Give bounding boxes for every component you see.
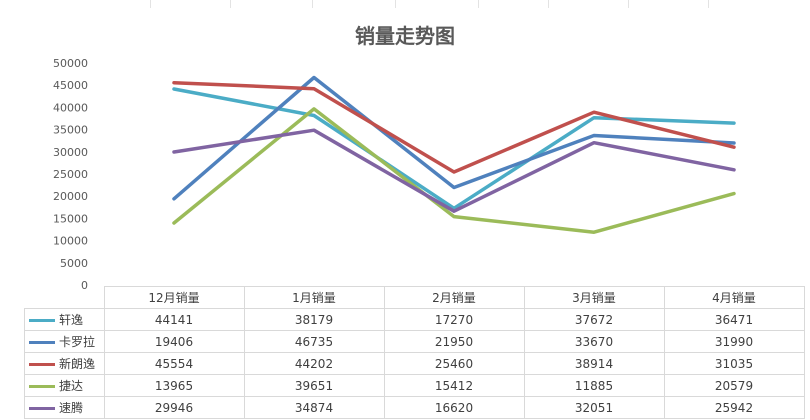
y-tick-label: 50000 [53,57,88,70]
data-value: 17270 [383,308,525,331]
chart-title: 销量走势图 [355,24,455,48]
y-tick-label: 0 [81,279,88,290]
y-tick-label: 5000 [60,257,88,270]
y-tick-label: 25000 [53,168,88,181]
data-value: 44141 [103,308,245,331]
legend-swatch [29,385,55,388]
category-label: 1月销量 [243,286,385,309]
series-line-4 [172,128,736,213]
data-value: 37672 [523,308,665,331]
table-row: 新朗逸 45554 44202 25460 38914 31035 [24,352,805,375]
y-tick-label: 35000 [53,124,88,137]
table-row: 卡罗拉 19406 46735 21950 33670 31990 [24,330,805,353]
table-row: 捷达 13965 39651 15412 11885 20579 [24,374,805,397]
y-tick-label: 15000 [53,212,88,225]
series-name: 新朗逸 [59,357,96,371]
data-value: 46735 [243,330,385,353]
data-value: 38179 [243,308,385,331]
series-line-2 [172,80,736,174]
data-table: 12月销量 1月销量 2月销量 3月销量 4月销量 轩逸 44141 38179 17270 3… [24,286,805,419]
data-value: 16620 [383,396,525,419]
legend-swatch [29,319,55,322]
y-tick-label: 30000 [53,146,88,159]
table-row: 速腾 29946 34874 16620 32051 25942 [24,396,805,419]
legend-swatch [29,341,55,344]
data-value: 38914 [523,352,665,375]
data-value: 39651 [243,374,385,397]
table-corner [24,286,105,309]
data-value: 21950 [383,330,525,353]
data-value: 11885 [523,374,665,397]
y-tick-label: 10000 [53,235,88,248]
series-name: 轩逸 [59,313,84,327]
series-line-3 [172,107,736,234]
plot-area: 5000045000400003500030000250002000015000… [53,57,736,290]
category-label: 2月销量 [383,286,525,309]
data-value: 15412 [383,374,525,397]
data-value: 33670 [523,330,665,353]
series-line-1 [172,75,736,201]
data-value: 45554 [103,352,245,375]
category-label: 3月销量 [523,286,665,309]
data-value: 32051 [523,396,665,419]
legend-entry: 速腾 [24,396,105,419]
series-name: 捷达 [59,379,84,393]
data-value: 13965 [103,374,245,397]
data-value: 29946 [103,396,245,419]
legend-entry: 捷达 [24,374,105,397]
table-row: 轩逸 44141 38179 17270 37672 36471 [24,308,805,331]
y-tick-label: 45000 [53,79,88,92]
legend-entry: 卡罗拉 [24,330,105,353]
y-tick-label: 40000 [53,101,88,114]
category-label: 4月销量 [663,286,805,309]
data-value: 25942 [663,396,805,419]
sheet-gridlines [0,0,810,8]
data-value: 25460 [383,352,525,375]
legend-entry: 新朗逸 [24,352,105,375]
series-line-0 [172,87,736,211]
series-name: 速腾 [59,401,84,415]
series-name: 卡罗拉 [59,335,96,349]
y-tick-label: 20000 [53,190,88,203]
data-value: 36471 [663,308,805,331]
category-label: 12月销量 [103,286,245,309]
legend-entry: 轩逸 [24,308,105,331]
data-value: 31035 [663,352,805,375]
data-value: 31990 [663,330,805,353]
data-value: 44202 [243,352,385,375]
data-value: 19406 [103,330,245,353]
legend-swatch [29,407,55,410]
data-value: 20579 [663,374,805,397]
data-value: 34874 [243,396,385,419]
legend-swatch [29,363,55,366]
